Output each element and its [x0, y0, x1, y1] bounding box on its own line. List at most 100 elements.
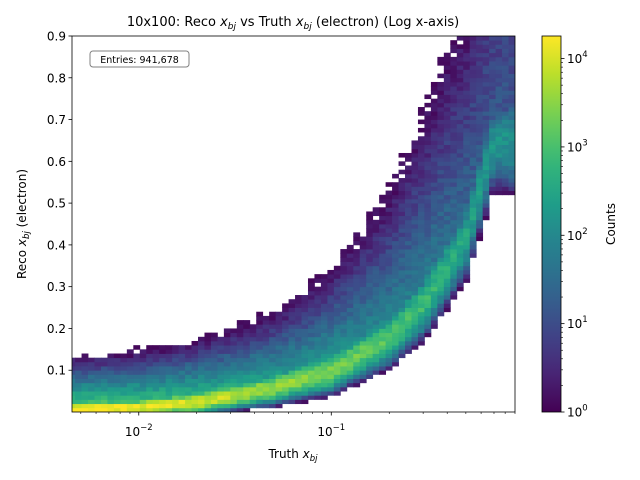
heatmap-cell [359, 378, 367, 384]
heatmap-cell [372, 261, 380, 267]
heatmap-cell [295, 328, 302, 334]
heatmap-cell [450, 173, 458, 179]
heatmap-cell [430, 194, 438, 200]
heatmap-cell [430, 315, 438, 321]
heatmap-cell [456, 136, 464, 141]
heatmap-cell [107, 366, 115, 371]
heatmap-cell [385, 353, 393, 359]
heatmap-cell [81, 378, 89, 384]
heatmap-cell [424, 136, 432, 141]
heatmap-cell [269, 361, 277, 367]
heatmap-cell [392, 324, 399, 329]
heatmap-cell [307, 286, 315, 292]
heatmap-cell [307, 378, 315, 384]
heatmap-cell [417, 144, 425, 150]
heatmap-cell [476, 194, 484, 200]
heatmap-cell [443, 102, 451, 108]
heatmap-cell [489, 132, 496, 137]
heatmap-cell [385, 345, 393, 350]
heatmap-cell [424, 173, 432, 179]
heatmap-cell [100, 370, 108, 375]
heatmap-cell [469, 73, 477, 79]
heatmap-cell [495, 52, 503, 58]
heatmap-cell [502, 98, 509, 104]
heatmap-cell [385, 265, 393, 271]
colorbar-tick-label: 101 [567, 315, 588, 331]
heatmap-cell [320, 386, 328, 392]
heatmap-cell [508, 56, 515, 62]
heatmap-cell [469, 236, 477, 242]
heatmap-cell [88, 382, 95, 388]
heatmap-cell [191, 340, 199, 346]
heatmap-cell [139, 374, 147, 379]
heatmap-cell [204, 391, 212, 396]
annotation-box [89, 50, 190, 68]
heatmap-cell [476, 144, 484, 150]
heatmap-cell [107, 399, 115, 405]
heatmap-cell [379, 286, 387, 292]
heatmap-cell [476, 56, 484, 62]
heatmap-cell [502, 111, 509, 116]
heatmap-cell [288, 386, 296, 392]
heatmap-cell [417, 165, 425, 171]
heatmap-cell [385, 232, 393, 237]
heatmap-cell [230, 336, 238, 342]
heatmap-cell [327, 349, 335, 354]
heatmap-cell [495, 127, 503, 133]
heatmap-cell [320, 295, 328, 300]
heatmap-cell [307, 336, 315, 342]
heatmap-cell [172, 370, 179, 375]
heatmap-cell [243, 353, 251, 359]
heatmap-cell [178, 370, 186, 375]
heatmap-cell [443, 107, 451, 112]
heatmap-cell [411, 215, 419, 221]
heatmap-cell [379, 336, 387, 342]
heatmap-cell [320, 307, 328, 313]
heatmap-cell [489, 144, 496, 150]
heatmap-cell [340, 374, 348, 379]
heatmap-cell [456, 123, 464, 129]
heatmap-cell [269, 324, 277, 329]
heatmap-cell [463, 219, 471, 225]
heatmap-cell [204, 386, 212, 392]
heatmap-cell [301, 324, 309, 329]
heatmap-cell [333, 282, 341, 288]
heatmap-cell [307, 328, 315, 334]
heatmap-cell [198, 407, 205, 412]
heatmap-cell [469, 94, 477, 100]
heatmap-cell [372, 307, 380, 313]
heatmap-cell [366, 274, 374, 279]
heatmap-cell [411, 269, 419, 275]
heatmap-cell [508, 140, 515, 146]
heatmap-cell [62, 379, 69, 384]
heatmap-cell [482, 127, 490, 133]
heatmap-cell [198, 340, 205, 346]
heatmap-cell [405, 198, 412, 204]
heatmap-cell [346, 374, 354, 379]
heatmap-cell [379, 228, 387, 233]
heatmap-cell [482, 69, 490, 74]
heatmap-cell [165, 345, 173, 350]
heatmap-cell [405, 299, 412, 304]
heatmap-cell [398, 261, 406, 267]
heatmap-cell [314, 278, 322, 283]
heatmap-cell [75, 361, 82, 367]
heatmap-cell [430, 211, 438, 217]
heatmap-cell [482, 56, 490, 62]
heatmap-cell [385, 286, 393, 292]
heatmap-cell [340, 274, 348, 279]
heatmap-cell [295, 332, 302, 338]
heatmap-cell [314, 361, 322, 367]
heatmap-cell [269, 386, 277, 392]
heatmap-cell [430, 136, 438, 141]
heatmap-cell [275, 378, 283, 384]
heatmap-cell [333, 374, 341, 379]
heatmap-cell [133, 361, 141, 367]
heatmap-cell [256, 336, 264, 342]
heatmap-cell [443, 303, 451, 308]
heatmap-cell [456, 81, 464, 87]
heatmap-cell [469, 132, 477, 137]
heatmap-cell [469, 40, 477, 45]
heatmap-cell [301, 386, 309, 392]
